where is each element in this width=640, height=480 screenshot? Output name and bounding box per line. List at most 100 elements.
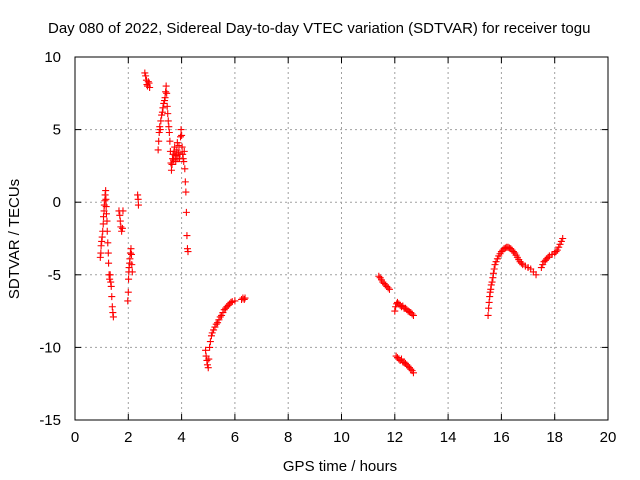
- data-point: [178, 143, 186, 151]
- data-point: [409, 311, 417, 319]
- data-point: [241, 294, 249, 302]
- data-point: [184, 248, 192, 256]
- data-point: [127, 250, 135, 258]
- data-point: [489, 269, 497, 277]
- data-point: [409, 369, 417, 377]
- data-point: [211, 323, 219, 331]
- data-point: [537, 264, 545, 272]
- x-tick-label: 16: [493, 429, 510, 446]
- x-tick-label: 10: [333, 429, 350, 446]
- data-point: [166, 137, 174, 145]
- data-point: [487, 281, 495, 289]
- x-tick-label: 12: [386, 429, 403, 446]
- y-axis-label: SDTVAR / TECUs: [6, 179, 23, 299]
- data-point: [240, 295, 248, 303]
- data-point: [555, 243, 563, 251]
- data-point: [408, 310, 416, 318]
- data-point: [146, 83, 154, 91]
- data-point: [392, 303, 400, 311]
- data-point: [231, 297, 239, 305]
- data-point: [173, 139, 181, 147]
- data-point: [119, 207, 127, 215]
- data-point: [142, 72, 150, 80]
- x-tick-label: 4: [177, 429, 185, 446]
- data-point: [102, 210, 110, 218]
- data-point: [157, 117, 165, 125]
- data-point: [544, 253, 552, 261]
- data-point: [180, 147, 188, 155]
- data-point: [144, 78, 152, 86]
- x-tick-label: 20: [600, 429, 617, 446]
- data-point: [177, 133, 185, 141]
- data-point: [375, 272, 383, 280]
- data-point: [124, 288, 132, 296]
- data-point: [532, 271, 540, 279]
- axis-ticks: [74, 56, 609, 421]
- data-point: [118, 227, 126, 235]
- data-point: [128, 268, 136, 276]
- data-point: [218, 311, 226, 319]
- data-point: [103, 217, 111, 225]
- data-point: [124, 297, 132, 305]
- y-tick-labels: 10 5 0 -5 -10 -15: [39, 49, 61, 429]
- data-point: [160, 99, 168, 107]
- data-point: [162, 82, 170, 90]
- data-point: [208, 329, 216, 337]
- data-point: [125, 275, 133, 283]
- x-tick-label: 0: [71, 429, 79, 446]
- data-point: [206, 343, 214, 351]
- data-point: [552, 248, 560, 256]
- data-point: [180, 158, 188, 166]
- data-point: [397, 355, 405, 363]
- data-point: [384, 284, 392, 292]
- data-point: [104, 239, 112, 247]
- data-point: [108, 293, 116, 301]
- data-point: [106, 271, 114, 279]
- data-point: [488, 278, 496, 286]
- data-point: [102, 187, 110, 195]
- data-point: [163, 89, 171, 97]
- data-point: [553, 246, 561, 254]
- x-tick-label: 8: [284, 429, 292, 446]
- data-point: [216, 313, 224, 321]
- data-point: [490, 265, 498, 273]
- data-point: [104, 249, 112, 257]
- data-point: [556, 240, 564, 248]
- x-tick-label: 6: [231, 429, 239, 446]
- data-point: [134, 201, 142, 209]
- data-point: [154, 146, 162, 154]
- data-point: [97, 249, 105, 257]
- data-point: [203, 361, 211, 369]
- data-point: [557, 237, 565, 245]
- data-points: [96, 69, 567, 377]
- data-point: [109, 313, 117, 321]
- x-axis-label: GPS time / hours: [283, 458, 397, 475]
- data-point: [117, 223, 125, 231]
- data-point: [215, 316, 223, 324]
- data-point: [163, 102, 171, 110]
- data-point: [164, 110, 172, 118]
- y-tick-label: 5: [53, 122, 61, 139]
- data-point: [219, 309, 227, 317]
- data-point: [492, 258, 500, 266]
- data-point: [128, 261, 136, 269]
- data-point: [484, 311, 492, 319]
- data-point: [182, 188, 190, 196]
- x-tick-label: 14: [440, 429, 457, 446]
- data-point: [178, 131, 186, 139]
- data-point: [493, 255, 501, 263]
- data-point: [517, 259, 525, 267]
- y-tick-label: 10: [44, 49, 61, 66]
- data-point: [391, 307, 399, 315]
- data-point: [214, 319, 222, 327]
- data-point: [165, 129, 173, 137]
- data-point: [155, 137, 163, 145]
- x-tick-labels: 0 2 4 6 8 10 12 14 16 18 20: [71, 429, 617, 446]
- data-point: [210, 326, 218, 334]
- grid-lines: [75, 57, 608, 420]
- data-point: [559, 235, 567, 242]
- data-point: [102, 195, 110, 203]
- data-point: [103, 227, 111, 235]
- data-point: [212, 320, 220, 328]
- data-point: [105, 259, 113, 267]
